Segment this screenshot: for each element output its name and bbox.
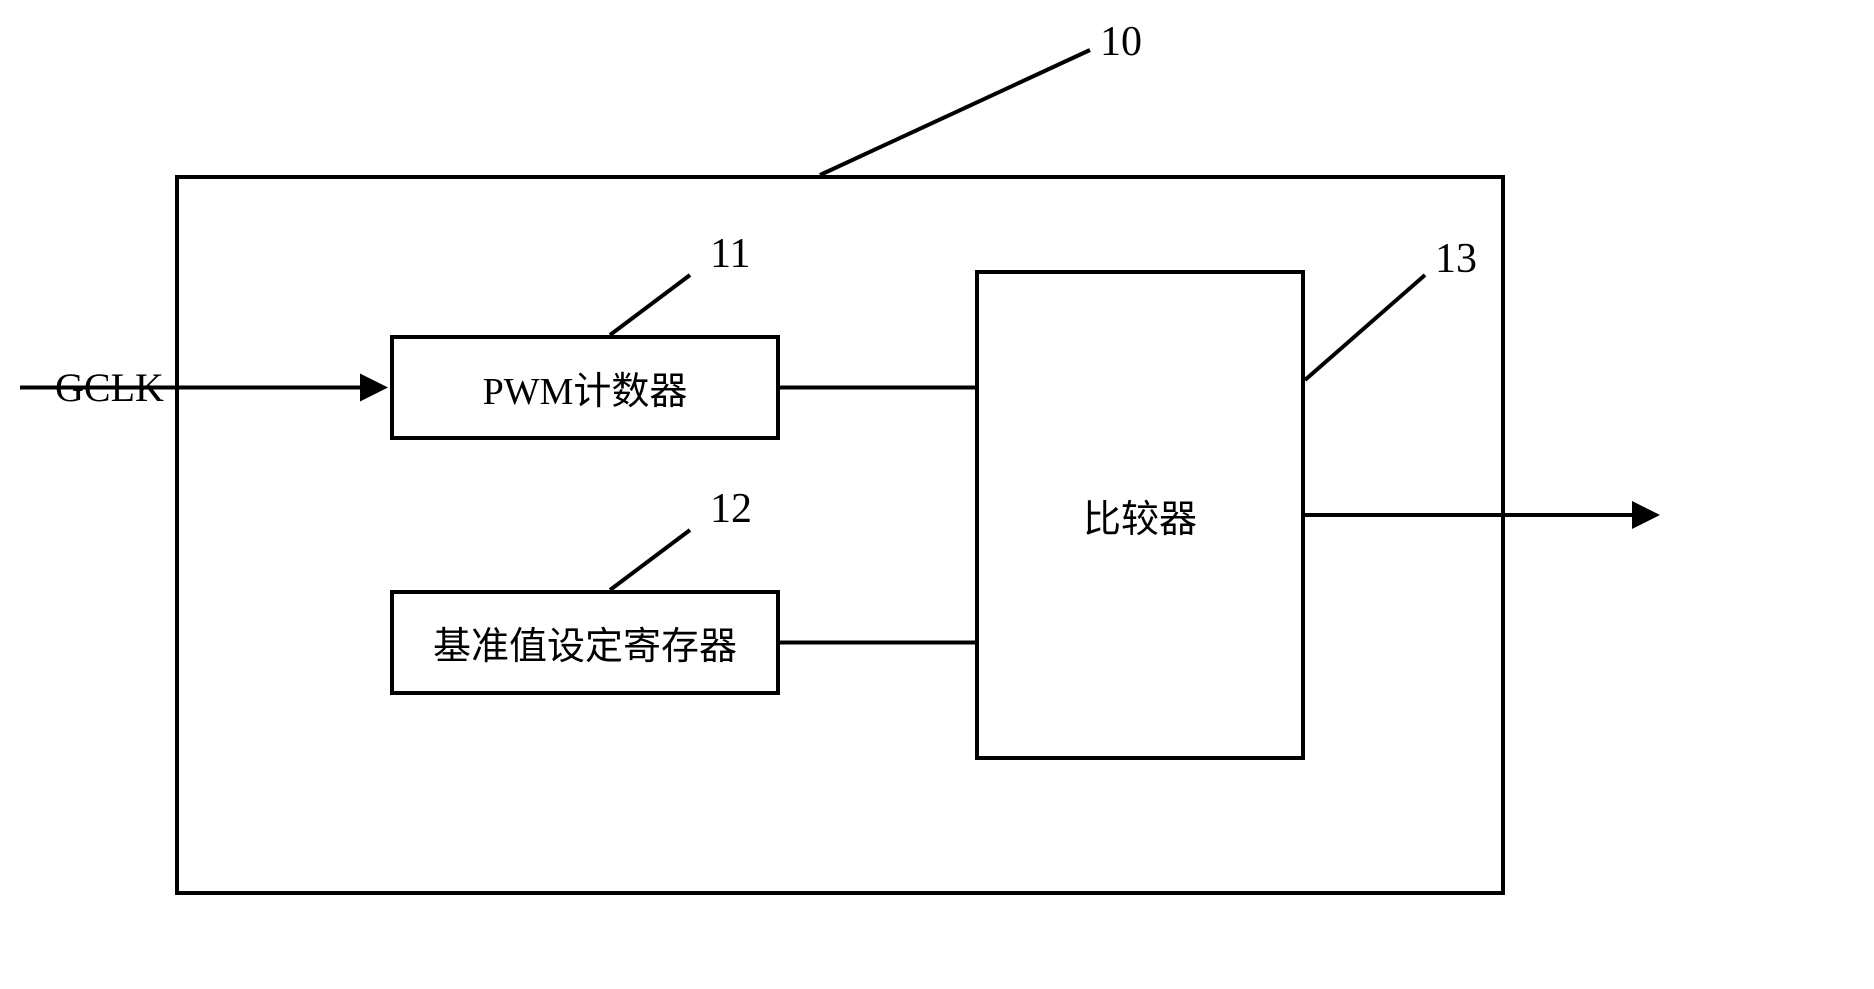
pwm-counter-label: PWM计数器 [483, 360, 688, 415]
reference-register-ref-label: 12 [710, 485, 752, 533]
comparator-label: 比较器 [1083, 488, 1197, 543]
outer-ref-label: 10 [1100, 18, 1142, 66]
pwm-counter-block: PWM计数器 [390, 335, 780, 440]
outer-container [175, 175, 1505, 895]
diagram-canvas: PWM计数器 基准值设定寄存器 比较器 GCLK 10 11 12 13 [0, 0, 1874, 989]
reference-register-label: 基准值设定寄存器 [433, 615, 737, 670]
gclk-input-label: GCLK [55, 364, 164, 411]
comparator-ref-label: 13 [1435, 235, 1477, 283]
reference-register-block: 基准值设定寄存器 [390, 590, 780, 695]
pwm-counter-ref-label: 11 [710, 230, 750, 278]
comparator-block: 比较器 [975, 270, 1305, 760]
